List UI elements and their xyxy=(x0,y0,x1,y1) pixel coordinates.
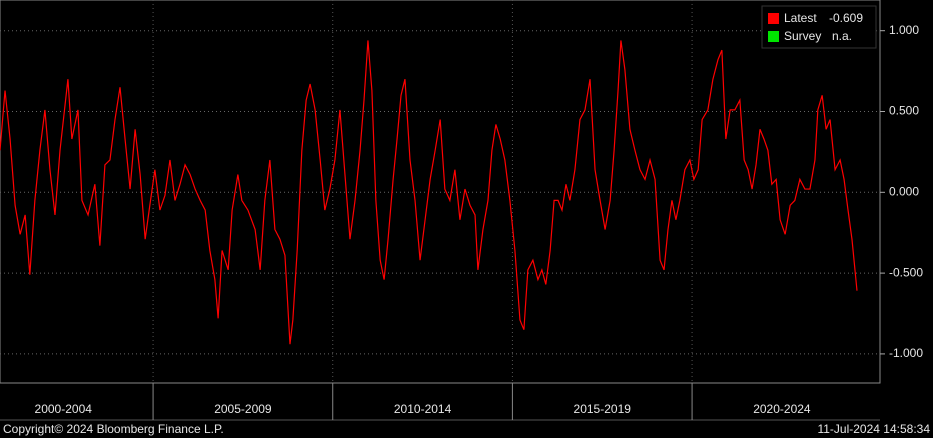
plot-frame xyxy=(0,0,881,384)
x-tick-label: 2010-2014 xyxy=(394,402,452,416)
data-line xyxy=(0,40,858,345)
x-tick-label: 2015-2019 xyxy=(574,402,632,416)
legend-label: Latest xyxy=(784,11,817,25)
y-tick-label: 0.000 xyxy=(889,184,919,198)
footer-left: Copyright© 2024 Bloomberg Finance L.P. xyxy=(3,422,224,436)
x-tick-label: 2000-2004 xyxy=(35,402,93,416)
y-tick-label: -1.000 xyxy=(889,346,923,360)
y-tick-label: 0.500 xyxy=(889,104,919,118)
legend-swatch xyxy=(768,31,779,42)
footer-right: 11-Jul-2024 14:58:34 xyxy=(817,422,930,436)
legend-box xyxy=(761,5,877,49)
legend-value: n.a. xyxy=(832,29,852,43)
legend-label: Survey xyxy=(784,29,821,43)
x-tick-label: 2005-2009 xyxy=(214,402,272,416)
y-tick-label: -0.500 xyxy=(889,265,923,279)
legend-swatch xyxy=(768,13,779,24)
x-tick-label: 2020-2024 xyxy=(753,402,811,416)
legend-value: -0.609 xyxy=(829,11,863,25)
y-tick-label: 1.000 xyxy=(889,23,919,37)
